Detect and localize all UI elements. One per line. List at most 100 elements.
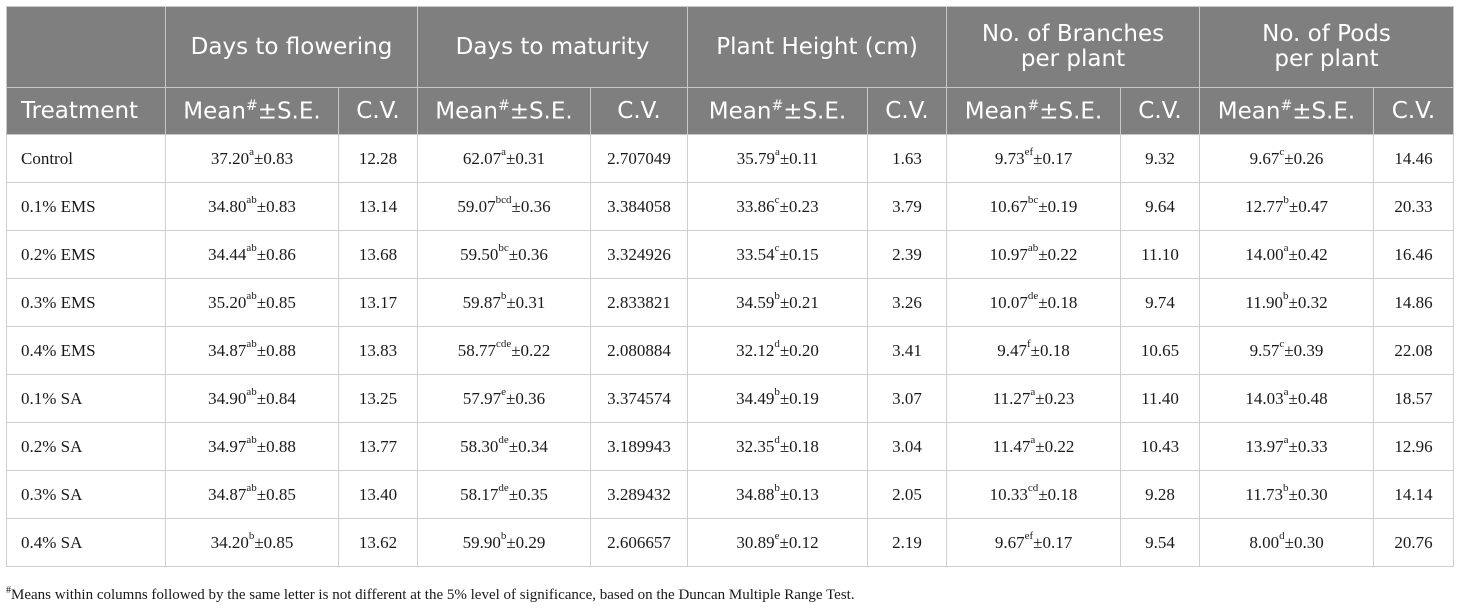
group-header-line: No. of Pods: [1262, 21, 1391, 47]
mean-value: 58.77: [457, 340, 496, 360]
mean-se-cell: 33.54c±0.15: [687, 230, 868, 279]
cv-cell: 3.04: [866, 422, 948, 471]
mean-value: 9.67: [1249, 148, 1280, 168]
mean-se-cell: 34.20b±0.85: [165, 518, 339, 567]
cv-cell: 12.28: [338, 134, 418, 183]
mean-se-cell: 11.90b±0.32: [1199, 278, 1375, 327]
pm-sign: ±: [506, 388, 516, 408]
mean-value: 34.20: [210, 532, 249, 552]
group-header-line: No. of Branches: [981, 21, 1165, 47]
mean-value: 57.97: [462, 388, 502, 408]
header-row-columns: Treatment Mean#±S.E. C.V. Mean#±S.E. C.V. Me…: [6, 87, 1455, 135]
mean-se-cell: 34.97ab±0.88: [165, 422, 339, 471]
significance-letters: f: [1027, 337, 1031, 350]
mean-se-cell: 10.97ab±0.22: [946, 230, 1122, 279]
se-value: 0.42: [1297, 244, 1328, 264]
cv-cell: 2.05: [866, 470, 948, 519]
mean-se-cell: 34.59b±0.21: [687, 278, 868, 327]
group-header-line: per plant: [1020, 46, 1126, 72]
mean-label: Mean: [183, 98, 246, 125]
se-value: 0.22: [520, 340, 551, 360]
pm-sign: ±: [779, 244, 789, 264]
mean-se-cell: 8.00d±0.30: [1199, 518, 1375, 567]
mean-se-cell: 11.47a±0.22: [946, 422, 1122, 471]
significance-letters: a: [1030, 433, 1036, 446]
mean-value: 9.67: [994, 532, 1025, 552]
se-value: 0.19: [789, 388, 819, 408]
table-row: 0.3% EMS 35.20ab±0.85 13.17 59.87b±0.31 2.83…: [6, 278, 1455, 327]
mean-value: 33.86: [736, 196, 775, 216]
mean-se-cell: 10.33cd±0.18: [946, 470, 1122, 519]
mean-value: 14.03: [1245, 388, 1284, 408]
mean-value: 59.90: [462, 532, 501, 552]
pm-sign: ±: [1284, 148, 1294, 168]
significance-letters: ab: [246, 481, 257, 494]
treatment-cell: 0.4% EMS: [6, 326, 166, 375]
se-value: 0.12: [788, 532, 819, 552]
mean-se-cell: 59.50bc±0.36: [417, 230, 591, 279]
pm-sign: ±: [779, 340, 790, 360]
pm-sign: ±: [779, 484, 790, 504]
pm-sign: ±: [508, 484, 519, 504]
significance-letters: a: [1283, 241, 1289, 254]
mean-value: 34.88: [736, 484, 775, 504]
significance-letters: ef: [1024, 145, 1034, 158]
se-value: 0.18: [1047, 292, 1078, 312]
group-header-line: Plant Height (cm): [716, 33, 918, 60]
se-value: 0.85: [266, 292, 296, 312]
se-label: ±S.E.: [1039, 98, 1103, 125]
mean-se-cell: 9.67c±0.26: [1199, 134, 1375, 183]
significance-letters: ab: [246, 385, 257, 398]
mean-se-cell: 34.87ab±0.85: [165, 470, 339, 519]
pm-sign: ±: [256, 292, 267, 312]
mean-se-header: Mean#±S.E.: [1199, 87, 1375, 135]
se-value: 0.18: [789, 436, 819, 456]
pm-sign: ±: [779, 196, 789, 216]
mean-footnote-mark: #: [771, 97, 784, 114]
cv-cell: 13.14: [338, 182, 418, 231]
se-value: 0.36: [520, 196, 551, 216]
table-row: 0.3% SA 34.87ab±0.85 13.40 58.17de±0.35 3.28…: [6, 470, 1455, 519]
treatment-cell: Control: [6, 134, 166, 183]
table-row: 0.1% SA 34.90ab±0.84 13.25 57.97e±0.36 3.374…: [6, 374, 1455, 423]
group-header: Plant Height (cm): [686, 6, 948, 88]
mean-value: 59.07: [457, 196, 496, 216]
header-corner-cell: [6, 6, 166, 88]
mean-value: 35.79: [736, 148, 775, 168]
significance-letters: b: [774, 289, 780, 302]
cv-header: C.V.: [1373, 87, 1455, 135]
cv-cell: 13.17: [338, 278, 418, 327]
mean-value: 34.44: [208, 244, 247, 264]
significance-letters: d: [774, 337, 780, 350]
cv-cell: 20.33: [1373, 182, 1455, 231]
mean-se-cell: 34.49b±0.19: [687, 374, 868, 423]
mean-se-cell: 35.20ab±0.85: [165, 278, 339, 327]
significance-letters: bc: [498, 241, 509, 254]
mean-se-cell: 34.87ab±0.88: [165, 326, 339, 375]
cv-cell: 10.43: [1120, 422, 1201, 471]
cv-cell: 10.65: [1120, 326, 1201, 375]
significance-letters: b: [774, 481, 780, 494]
mean-footnote-mark: #: [497, 97, 510, 114]
mean-se-cell: 9.67ef±0.17: [946, 518, 1122, 567]
mean-se-cell: 11.27a±0.23: [946, 374, 1122, 423]
table-footnote: #Means within columns followed by the sa…: [6, 585, 1453, 604]
cv-cell: 14.14: [1373, 470, 1455, 519]
pm-sign: ±: [1033, 148, 1043, 168]
pm-sign: ±: [779, 292, 790, 312]
mean-se-cell: 14.03a±0.48: [1199, 374, 1375, 423]
mean-value: 37.20: [210, 148, 250, 168]
se-label: ±S.E.: [783, 98, 847, 125]
treatment-cell: 0.4% SA: [6, 518, 166, 567]
pm-sign: ±: [1033, 532, 1043, 552]
cv-cell: 1.63: [866, 134, 948, 183]
group-header: Days to maturity: [417, 6, 688, 88]
mean-value: 34.97: [208, 436, 247, 456]
group-header-line: Days to flowering: [190, 33, 393, 60]
mean-se-header: Mean#±S.E.: [165, 87, 339, 135]
cv-cell: 9.28: [1120, 470, 1201, 519]
pm-sign: ±: [506, 148, 516, 168]
significance-letters: ab: [246, 289, 257, 302]
significance-letters: b: [774, 385, 780, 398]
cv-cell: 2.19: [866, 518, 948, 567]
